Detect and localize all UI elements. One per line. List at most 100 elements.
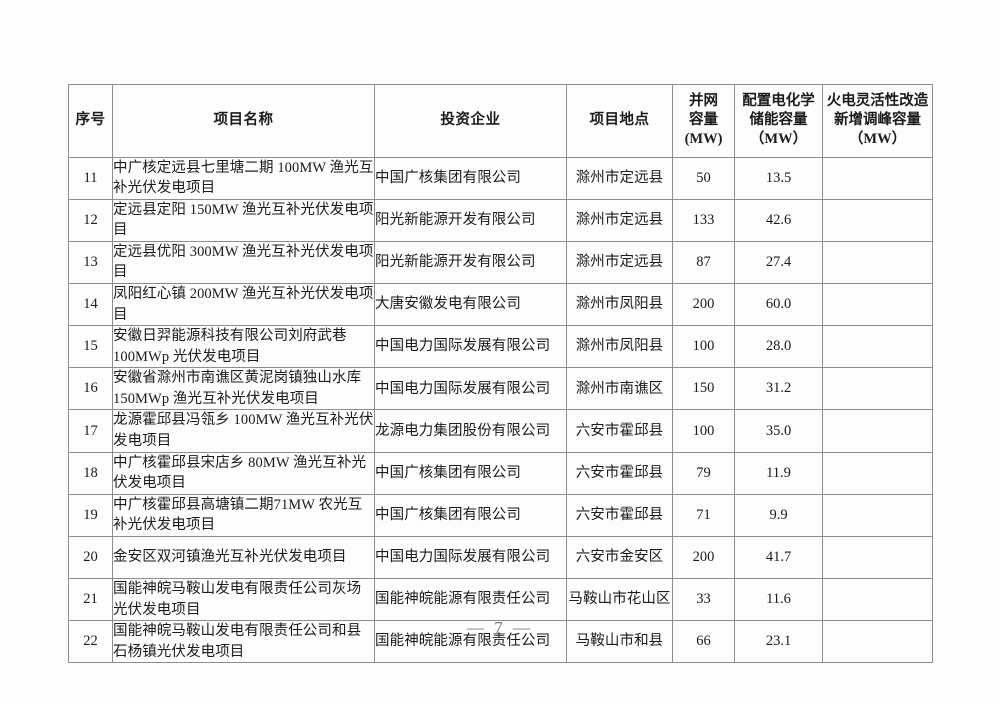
table-row: 13 定远县优阳 300MW 渔光互补光伏发电项目 阳光新能源开发有限公司 滁州市定远… [68,240,933,285]
cell-grid-capacity: 100 [672,325,735,369]
column-header-sequence-label: 序号 [75,111,106,128]
table-body: 11 中广核定远县七里塘二期 100MW 渔光互补光伏发电项目 中国广核集团有限公司… [68,156,933,664]
column-header-flex-capacity-unit: （MW） [848,130,907,147]
cell-storage-capacity: 42.6 [734,198,823,242]
table-row: 17 龙源霍邱县冯瓴乡 100MW 渔光互补光伏发电项目 龙源电力集团股份有限公司六… [68,409,933,453]
column-header-grid-capacity-unit: (MW) [684,130,723,147]
cell-storage-capacity: 60.0 [734,282,823,327]
cell-storage-capacity: 11.6 [734,577,823,622]
cell-investor: 中国电力国际发展有限公司 [374,325,567,369]
column-header-storage-capacity: 配置电化学 储能容量 （MW） [734,84,823,158]
table-row: 14 凤阳红心镇 200MW 渔光互补光伏发电项目 大唐安徽发电有限公司 滁州市凤阳县… [68,282,933,327]
cell-storage-capacity: 27.4 [734,240,823,285]
cell-project-name: 安徽省滁州市南谯区黄泥岗镇独山水库 150MWp 渔光互补光伏发电项目 [112,367,375,411]
table-header-row: 序号 项目名称 投资企业 项目地点 并网 容量 (MW) [68,84,933,158]
cell-grid-capacity: 50 [672,156,735,200]
cell-grid-capacity: 87 [672,240,735,285]
column-header-storage-capacity-line2: 储能容量 [749,111,808,128]
cell-project-name: 国能神皖马鞍山发电有限责任公司灰场光伏发电项目 [112,577,375,622]
cell-sequence: 11 [68,156,113,200]
cell-grid-capacity: 66 [672,620,735,664]
cell-location: 滁州市定远县 [566,240,673,285]
cell-investor: 龙源电力集团股份有限公司 [374,409,567,453]
cell-project-name: 定远县优阳 300MW 渔光互补光伏发电项目 [112,240,375,285]
table-row: 20 金安区双河镇渔光互补光伏发电项目 中国电力国际发展有限公司 六安市金安区 200 4… [68,535,933,579]
table-row: 18 中广核霍邱县宋店乡 80MW 渔光互补光伏发电项目 中国广核集团有限公司 六安市… [68,451,933,495]
cell-sequence: 14 [68,282,113,327]
column-header-flex-capacity: 火电灵活性改造 新增调峰容量 （MW） [822,84,933,158]
cell-grid-capacity: 150 [672,367,735,411]
cell-project-name: 中广核霍邱县高塘镇二期71MW 农光互补光伏发电项目 [112,493,375,537]
cell-flex-capacity [822,493,933,537]
cell-investor: 阳光新能源开发有限公司 [374,240,567,285]
table-header: 序号 项目名称 投资企业 项目地点 并网 容量 (MW) [68,84,933,158]
cell-investor: 中国广核集团有限公司 [374,156,567,200]
cell-investor: 阳光新能源开发有限公司 [374,198,567,242]
cell-investor: 国能神皖能源有限责任公司 [374,577,567,622]
cell-flex-capacity [822,367,933,411]
cell-sequence: 17 [68,409,113,453]
cell-investor: 国能神皖能源有限责任公司 [374,620,567,664]
cell-project-name: 中广核霍邱县宋店乡 80MW 渔光互补光伏发电项目 [112,451,375,495]
column-header-project-name: 项目名称 [112,84,375,158]
column-header-grid-capacity: 并网 容量 (MW) [672,84,735,158]
cell-flex-capacity [822,577,933,622]
cell-sequence: 15 [68,325,113,369]
cell-project-name: 凤阳红心镇 200MW 渔光互补光伏发电项目 [112,282,375,327]
column-header-grid-capacity-line1: 并网 [689,93,718,109]
cell-flex-capacity [822,156,933,200]
cell-storage-capacity: 41.7 [734,535,823,579]
cell-location: 马鞍山市和县 [566,620,673,664]
cell-investor: 中国广核集团有限公司 [374,451,567,495]
cell-location: 滁州市定远县 [566,156,673,200]
cell-grid-capacity: 33 [672,577,735,622]
cell-storage-capacity: 13.5 [734,156,823,200]
cell-flex-capacity [822,451,933,495]
cell-sequence: 16 [68,367,113,411]
cell-location: 滁州市凤阳县 [566,282,673,327]
column-header-sequence: 序号 [68,84,113,158]
table-row: 22 国能神皖马鞍山发电有限责任公司和县石杨镇光伏发电项目 国能神皖能源有限责任公司… [68,620,933,664]
column-header-investor-label: 投资企业 [440,111,501,128]
cell-flex-capacity [822,282,933,327]
cell-investor: 大唐安徽发电有限公司 [374,282,567,327]
column-header-location-label: 项目地点 [589,111,650,128]
cell-storage-capacity: 31.2 [734,367,823,411]
cell-grid-capacity: 79 [672,451,735,495]
cell-sequence: 12 [68,198,113,242]
cell-sequence: 20 [68,535,113,579]
cell-flex-capacity [822,409,933,453]
cell-storage-capacity: 11.9 [734,451,823,495]
table-row: 19 中广核霍邱县高塘镇二期71MW 农光互补光伏发电项目 中国广核集团有限公司 六安… [68,493,933,537]
cell-sequence: 22 [68,620,113,664]
cell-location: 六安市霍邱县 [566,409,673,453]
project-table-container: 序号 项目名称 投资企业 项目地点 并网 容量 (MW) [68,84,933,664]
cell-grid-capacity: 133 [672,198,735,242]
cell-investor: 中国广核集团有限公司 [374,493,567,537]
column-header-flex-capacity-line2: 新增调峰容量 [834,111,921,128]
cell-project-name: 安徽日羿能源科技有限公司刘府武巷 100MWp 光伏发电项目 [112,325,375,369]
cell-grid-capacity: 71 [672,493,735,537]
column-header-project-name-label: 项目名称 [213,111,274,128]
cell-storage-capacity: 35.0 [734,409,823,453]
cell-flex-capacity [822,198,933,242]
cell-flex-capacity [822,240,933,285]
cell-project-name: 金安区双河镇渔光互补光伏发电项目 [112,535,375,579]
column-header-storage-capacity-line1: 配置电化学 [742,93,815,109]
cell-project-name: 龙源霍邱县冯瓴乡 100MW 渔光互补光伏发电项目 [112,409,375,453]
cell-sequence: 19 [68,493,113,537]
cell-location: 滁州市南谯区 [566,367,673,411]
table-row: 11 中广核定远县七里塘二期 100MW 渔光互补光伏发电项目 中国广核集团有限公司… [68,156,933,200]
cell-location: 六安市金安区 [566,535,673,579]
cell-flex-capacity [822,325,933,369]
cell-storage-capacity: 23.1 [734,620,823,664]
cell-grid-capacity: 200 [672,535,735,579]
cell-storage-capacity: 28.0 [734,325,823,369]
cell-location: 马鞍山市花山区 [566,577,673,622]
column-header-location: 项目地点 [566,84,673,158]
cell-project-name: 中广核定远县七里塘二期 100MW 渔光互补光伏发电项目 [112,156,375,200]
cell-location: 滁州市定远县 [566,198,673,242]
page-number: — 7 — [467,618,533,637]
cell-sequence: 13 [68,240,113,285]
